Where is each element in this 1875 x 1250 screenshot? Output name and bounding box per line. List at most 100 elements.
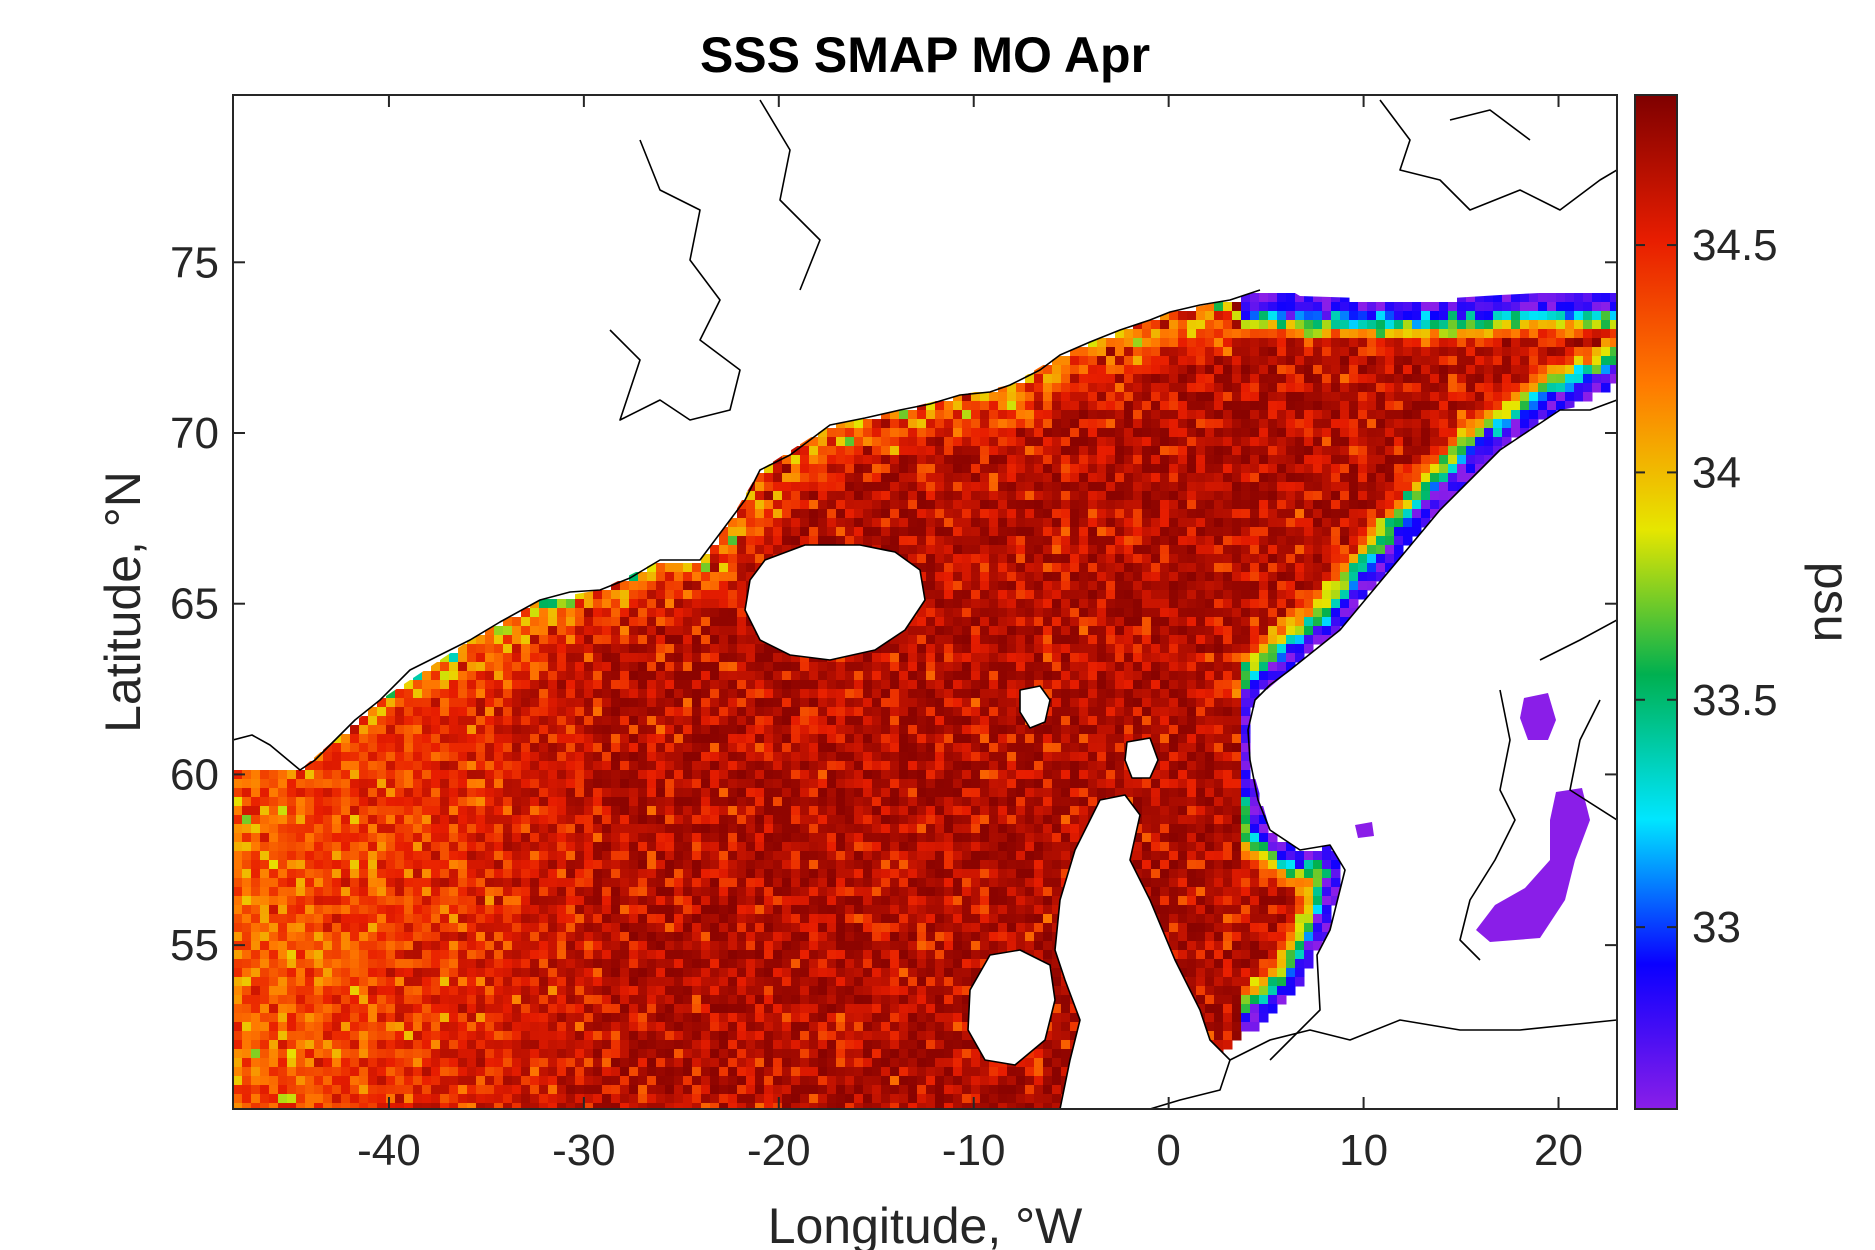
sss-cell [260,797,270,807]
sss-cell [1133,347,1143,357]
sss-cell [908,545,918,555]
sss-cell [656,716,666,726]
sss-cell [368,815,378,825]
sss-cell [1322,293,1332,303]
sss-cell [1052,617,1062,627]
sss-cell [566,626,576,636]
sss-cell [1295,518,1305,528]
sss-cell [728,788,738,798]
sss-cell [944,788,954,798]
sss-cell [971,734,981,744]
sss-cell [845,806,855,816]
sss-cell [818,428,828,438]
sss-cell [980,563,990,573]
sss-cell [962,806,972,816]
sss-cell [1025,626,1035,636]
sss-cell [1097,365,1107,375]
sss-cell [1367,446,1377,456]
sss-cell [1196,635,1206,645]
sss-cell [746,491,756,501]
sss-cell [962,788,972,798]
sss-cell [1106,500,1116,510]
sss-cell [413,725,423,735]
sss-cell [674,716,684,726]
sss-cell [1187,815,1197,825]
sss-cell [1259,581,1269,591]
sss-cell [989,761,999,771]
sss-cell [1367,302,1377,312]
sss-cell [953,410,963,420]
sss-cell [1016,410,1026,420]
sss-cell [530,644,540,654]
sss-cell [764,725,774,735]
sss-cell [1079,347,1089,357]
sss-cell [332,824,342,834]
sss-cell [1088,626,1098,636]
sss-cell [620,725,630,735]
sss-cell [1322,500,1332,510]
sss-cell [962,410,972,420]
sss-cell [935,563,945,573]
sss-cell [953,626,963,636]
sss-cell [530,743,540,753]
sss-cell [1493,401,1503,411]
sss-cell [494,770,504,780]
sss-cell [674,779,684,789]
sss-cell [620,752,630,762]
sss-cell [449,734,459,744]
sss-cell [1223,653,1233,663]
sss-cell [1214,356,1224,366]
sss-cell [683,680,693,690]
sss-cell [566,770,576,780]
sss-cell [1196,365,1206,375]
sss-cell [647,662,657,672]
sss-cell [1196,770,1206,780]
sss-cell [530,671,540,681]
sss-cell [341,788,351,798]
sss-cell [1385,392,1395,402]
sss-cell [989,815,999,825]
sss-cell [629,761,639,771]
sss-cell [764,509,774,519]
sss-cell [845,770,855,780]
sss-cell [1223,572,1233,582]
sss-cell [854,464,864,474]
sss-cell [1403,302,1413,312]
sss-cell [1385,365,1395,375]
sss-cell [719,743,729,753]
sss-cell [1196,572,1206,582]
sss-cell [791,500,801,510]
sss-cell [962,491,972,501]
sss-cell [674,725,684,735]
sss-cell [1061,797,1071,807]
sss-cell [1277,365,1287,375]
sss-cell [1502,293,1512,303]
sss-cell [1169,518,1179,528]
sss-cell [1025,500,1035,510]
sss-cell [1160,581,1170,591]
sss-cell [1178,365,1188,375]
sss-cell [926,536,936,546]
sss-cell [1097,482,1107,492]
sss-cell [926,689,936,699]
sss-cell [764,671,774,681]
sss-cell [944,527,954,537]
sss-cell [872,428,882,438]
sss-cell [1223,491,1233,501]
sss-cell [710,545,720,555]
sss-cell [1124,698,1134,708]
sss-cell [1088,743,1098,753]
sss-cell [953,743,963,753]
sss-cell [665,653,675,663]
sss-cell [1025,590,1035,600]
sss-cell [1178,779,1188,789]
sss-cell [1070,383,1080,393]
sss-cell [1088,689,1098,699]
sss-cell [971,473,981,483]
sss-cell [422,734,432,744]
sss-cell [1043,527,1053,537]
sss-cell [1151,707,1161,717]
sss-cell [935,617,945,627]
sss-cell [962,635,972,645]
sss-cell [1061,680,1071,690]
